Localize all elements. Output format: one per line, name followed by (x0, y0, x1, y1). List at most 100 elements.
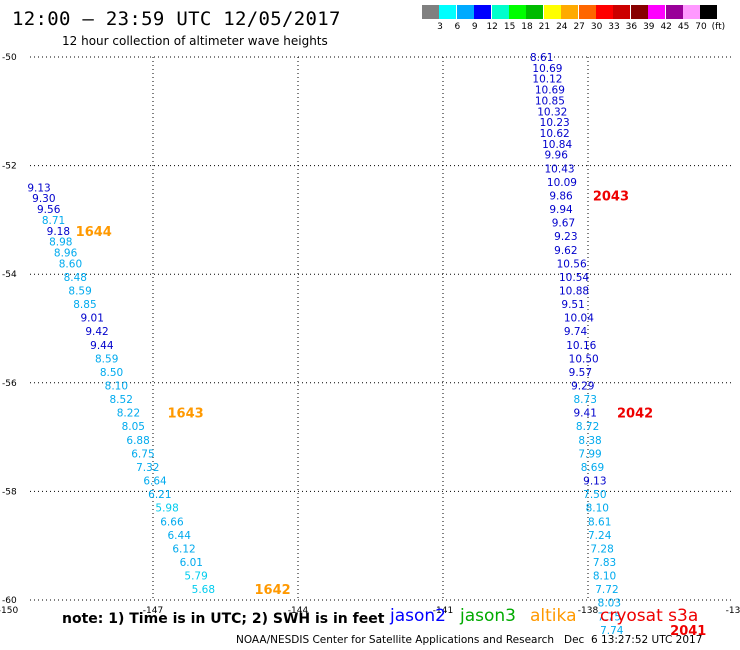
data-label: 7.24 (588, 530, 612, 542)
data-label: 8.85 (73, 299, 96, 311)
time-label: 1643 (168, 407, 204, 422)
data-label: 9.57 (569, 367, 592, 379)
legend-label: 27 (573, 22, 585, 32)
data-label: 8.48 (64, 272, 87, 284)
legend-label: 9 (471, 22, 478, 32)
data-label: 10.43 (545, 163, 575, 175)
x-tick-label: -13 (726, 606, 740, 616)
data-label: 8.71 (42, 215, 65, 227)
legend-label: 70 (695, 22, 707, 32)
data-label: 10.12 (532, 74, 562, 86)
data-label: 8.10 (105, 381, 128, 393)
data-label: 8.96 (54, 247, 78, 259)
data-label: 6.01 (180, 557, 203, 569)
data-label: 7.72 (595, 584, 618, 596)
data-label: 5.98 (155, 503, 178, 515)
data-label: 6.12 (172, 543, 195, 555)
legend-label: 3 (437, 22, 443, 32)
legend-swatch (509, 5, 526, 19)
data-label: 8.10 (593, 571, 616, 583)
data-label: 10.04 (564, 313, 594, 325)
time-label: 2041 (670, 624, 706, 639)
data-label: 8.73 (574, 394, 597, 406)
y-tick-label: -60 (2, 596, 17, 606)
legend-label: (ft) (711, 22, 726, 32)
data-label: 9.62 (554, 245, 577, 257)
legend-swatch (683, 5, 700, 19)
legend-swatch (561, 5, 579, 19)
data-label: 9.67 (552, 218, 575, 230)
data-label: 8.50 (100, 367, 123, 379)
legend-swatch (474, 5, 492, 19)
legend-swatch (578, 5, 596, 19)
legend-swatch (422, 5, 439, 19)
data-label: 6.64 (143, 476, 167, 488)
data-label: 9.18 (47, 226, 70, 238)
data-label: 7.99 (578, 448, 601, 460)
data-label: 7.75 (598, 611, 621, 623)
x-tick-label: -138 (578, 606, 599, 616)
legend-swatch (543, 5, 561, 19)
data-label: 8.69 (581, 462, 604, 474)
legend-label: 24 (556, 22, 568, 32)
legend-swatch (596, 5, 613, 19)
data-label: 8.59 (95, 353, 118, 365)
data-label: 8.38 (578, 435, 601, 447)
data-label: 7.28 (590, 543, 613, 555)
footer-note: note: 1) Time is in UTC; 2) SWH is in fe… (62, 611, 385, 627)
data-label: 9.86 (549, 190, 573, 202)
data-label: 9.56 (37, 204, 61, 216)
data-label: 9.94 (549, 204, 573, 216)
legend-label: 45 (677, 22, 690, 32)
data-label: 6.66 (160, 516, 184, 528)
data-label: 10.32 (537, 106, 567, 118)
legend-swatch (613, 5, 631, 19)
legend-label: 21 (538, 22, 551, 32)
credit-line: NOAA/NESDIS Center for Satellite Applica… (236, 634, 703, 646)
data-label: 7.74 (600, 625, 624, 637)
x-tick-label: -141 (433, 606, 453, 616)
legend-swatch (648, 5, 666, 19)
data-label: 10.69 (532, 63, 562, 75)
y-tick-label: -54 (2, 270, 17, 280)
data-label: 9.51 (561, 299, 584, 311)
satellite-altika-label: altika (530, 606, 577, 626)
data-label: 10.09 (547, 177, 577, 189)
x-tick-label: -144 (288, 606, 309, 616)
data-label: 5.68 (192, 584, 215, 596)
data-label: 10.54 (559, 272, 589, 284)
data-label: 8.61 (530, 52, 553, 64)
data-label: 10.50 (569, 353, 599, 365)
legend-label: 42 (660, 22, 672, 32)
x-tick-label: -150 (0, 606, 18, 616)
data-label: 9.30 (32, 193, 55, 205)
legend-swatch (439, 5, 457, 19)
y-tick-label: -58 (2, 487, 17, 497)
data-label: 9.23 (554, 231, 577, 243)
data-label: 8.72 (576, 421, 599, 433)
time-label: 2042 (617, 407, 653, 422)
data-label: 9.74 (564, 326, 588, 338)
data-label: 10.88 (559, 285, 589, 297)
time-label: 2043 (593, 189, 629, 204)
y-tick-label: -50 (2, 53, 17, 63)
legend-label: 12 (486, 22, 498, 32)
data-label: 5.79 (184, 571, 207, 583)
data-label: 9.29 (571, 381, 594, 393)
legend-label: 6 (454, 22, 461, 32)
legend-swatch (700, 5, 718, 19)
data-label: 8.05 (122, 421, 145, 433)
legend-label: 33 (608, 22, 620, 32)
data-label: 10.85 (535, 95, 565, 107)
satellite-jason2-label: jason2 (390, 606, 446, 626)
data-label: 10.23 (540, 117, 570, 129)
data-label: 9.96 (545, 150, 569, 162)
data-label: 8.59 (68, 285, 91, 297)
data-label: 7.50 (583, 489, 606, 501)
data-label: 9.44 (90, 340, 114, 352)
data-label: 8.03 (598, 598, 621, 610)
chart-title: 12:00 — 23:59 UTC 12/05/2017 (12, 8, 341, 30)
data-label: 6.75 (131, 448, 154, 460)
legend-swatch (630, 5, 648, 19)
